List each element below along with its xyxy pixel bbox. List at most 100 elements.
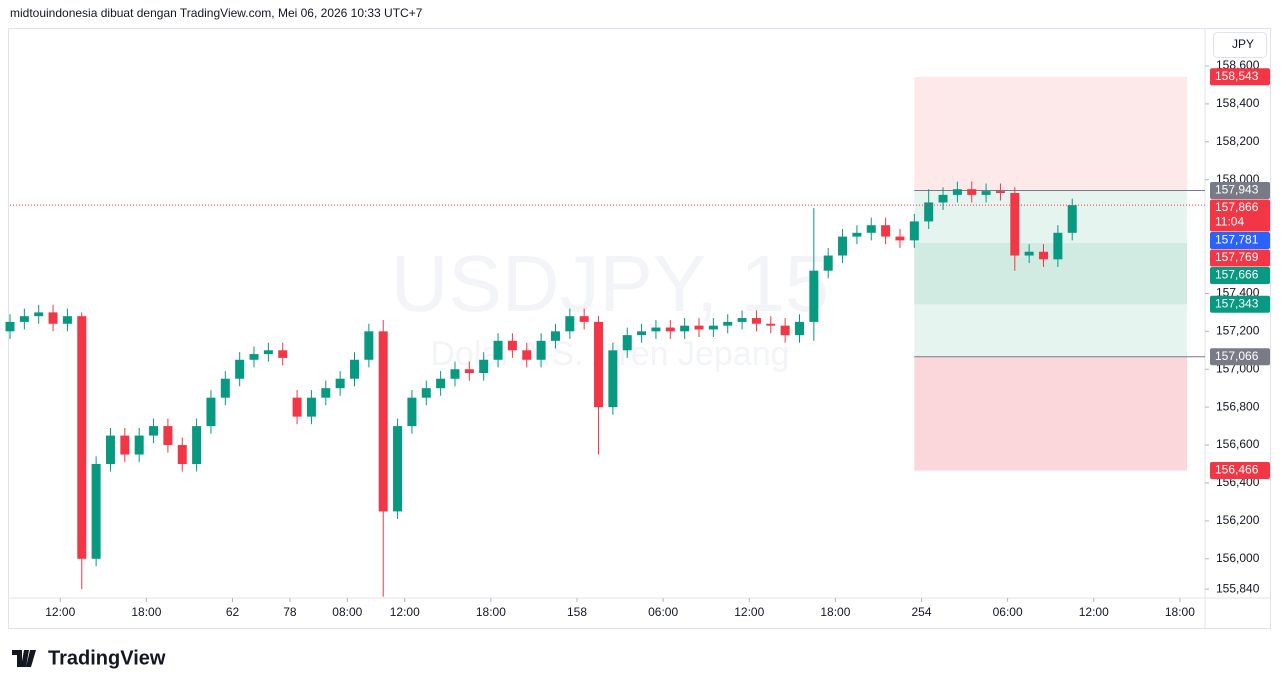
candle-body: [192, 426, 202, 465]
candle-body: [594, 321, 604, 408]
candle-body: [1053, 232, 1063, 260]
candles: [5, 181, 1205, 597]
candle-body: [134, 435, 144, 455]
candle-body: [105, 435, 115, 465]
y-tick-label: 156,000: [1216, 551, 1260, 565]
price-label-box: [1210, 267, 1270, 285]
candle-body: [177, 445, 187, 465]
y-tick-label: 156,200: [1216, 513, 1260, 527]
x-tick-label: 12:00: [1079, 605, 1109, 619]
price-label: 157,666: [1215, 268, 1259, 282]
price-label-box: [1210, 199, 1270, 232]
candle-body: [450, 369, 460, 379]
y-tick-label: 156,800: [1216, 399, 1260, 413]
y-tick-label: 158,400: [1216, 96, 1260, 110]
candle-body: [407, 397, 417, 427]
candle-body: [737, 318, 747, 322]
candle-body: [77, 316, 87, 559]
x-tick-label: 12:00: [45, 605, 75, 619]
candle-body: [651, 327, 661, 332]
candle-body: [708, 325, 718, 330]
axes: 158,600158,400158,200158,000157,400157,2…: [45, 58, 1270, 619]
candle-body: [924, 202, 934, 222]
candle-body: [622, 335, 632, 351]
candle-body: [235, 359, 245, 379]
candle-body: [1024, 251, 1034, 256]
candle-body: [780, 325, 790, 336]
candle-body: [120, 435, 130, 455]
price-label: 157,769: [1215, 250, 1259, 264]
candle-body: [321, 388, 331, 398]
candle-body: [263, 350, 273, 355]
candle-body: [952, 189, 962, 195]
candle-body: [5, 321, 15, 332]
candle-body: [794, 321, 804, 336]
x-tick-label: 62: [226, 605, 240, 619]
candle-body: [335, 378, 345, 389]
candle-body: [995, 191, 1005, 193]
price-label-box: [1210, 348, 1270, 366]
zone: [914, 76, 1188, 191]
candle-body: [464, 369, 474, 374]
candle-body: [48, 312, 58, 324]
candle-body: [938, 194, 948, 203]
y-tick-label: 157,200: [1216, 324, 1260, 338]
candle-body: [493, 340, 503, 360]
candle-body: [364, 331, 374, 360]
header: midtouindonesia dibuat dengan TradingVie…: [10, 6, 423, 20]
candle-body: [809, 270, 819, 322]
price-label: 157,343: [1215, 296, 1259, 310]
candle-body: [550, 331, 560, 341]
candle-body: [565, 316, 575, 332]
candle-body: [163, 426, 173, 446]
candle-body: [909, 221, 919, 241]
candle-body: [19, 316, 29, 322]
watermark: USDJPY, 15: [391, 239, 830, 328]
candle-body: [967, 189, 977, 195]
price-label: 158,543: [1215, 69, 1259, 83]
y-tick-label: 156,600: [1216, 437, 1260, 451]
position-tool: [914, 76, 1205, 471]
price-label: 157,943: [1215, 183, 1259, 197]
zone: [914, 243, 1188, 305]
candle-body: [1039, 251, 1049, 260]
candle-body: [436, 378, 446, 389]
candle-body: [852, 232, 862, 237]
candle-body: [895, 236, 905, 241]
candle-body: [220, 378, 230, 398]
candle-body: [665, 327, 675, 332]
x-tick-label: 18:00: [1165, 605, 1195, 619]
candle-body: [350, 359, 360, 379]
y-tick-label: 155,840: [1216, 581, 1260, 595]
candle-body: [378, 331, 388, 512]
currency-button-label[interactable]: JPY: [1232, 37, 1254, 51]
candle-body: [393, 426, 403, 512]
currency-button[interactable]: [1213, 32, 1267, 58]
candle-body: [766, 323, 776, 326]
price-label-box: [1210, 461, 1270, 479]
candle-body: [680, 325, 690, 332]
candle-body: [637, 331, 647, 336]
x-tick-label: 254: [911, 605, 931, 619]
candle-body: [249, 354, 259, 360]
price-label-box: [1210, 182, 1270, 200]
candle-body: [579, 316, 589, 322]
candle-body: [608, 350, 618, 408]
x-tick-label: 78: [283, 605, 297, 619]
candle-body: [91, 464, 101, 559]
price-label-box: [1210, 232, 1270, 250]
candle-body: [751, 318, 761, 324]
y-tick-label: 158,200: [1216, 134, 1260, 148]
candle-body: [206, 397, 216, 427]
logo-icon: [12, 650, 36, 667]
candle-body: [723, 321, 733, 326]
price-label: 157,781: [1215, 233, 1259, 247]
price-label-box: [1210, 295, 1270, 313]
zone: [914, 356, 1188, 471]
countdown: 11:04: [1215, 215, 1244, 229]
logo-text: TradingView: [48, 647, 166, 669]
candle-body: [881, 225, 891, 237]
x-tick-label: 12:00: [390, 605, 420, 619]
candle-body: [536, 340, 546, 360]
